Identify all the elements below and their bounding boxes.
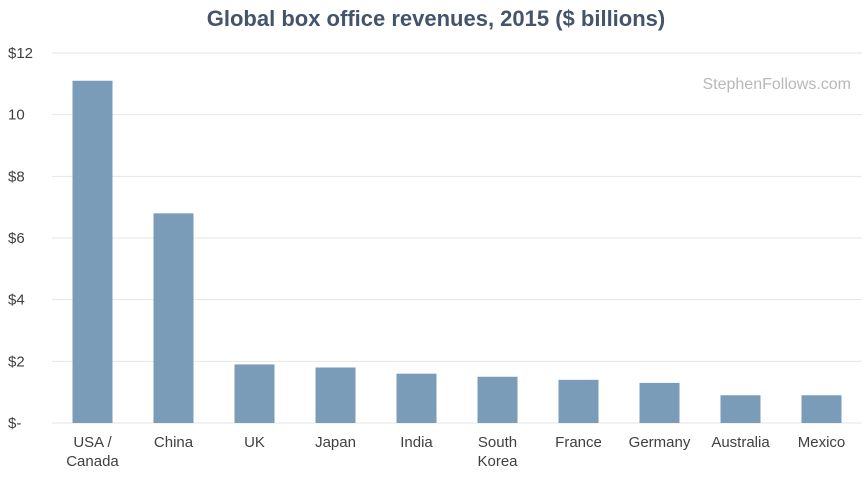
y-tick-label: $12 xyxy=(8,45,33,62)
bar xyxy=(720,395,761,423)
bar xyxy=(801,395,842,423)
y-tick-label: $2 xyxy=(8,353,25,370)
x-tick-label: Japan xyxy=(315,434,356,451)
x-tick-label: Mexico xyxy=(798,434,846,451)
x-tick-label: Australia xyxy=(711,434,770,451)
bar xyxy=(72,80,113,423)
bar xyxy=(396,373,437,423)
y-tick-label: 10 xyxy=(8,107,25,124)
x-tick-label: France xyxy=(555,434,602,451)
x-tick-label: South Korea xyxy=(477,434,518,470)
bar xyxy=(639,382,680,423)
y-tick-label: $6 xyxy=(8,230,25,247)
bar xyxy=(315,367,356,423)
y-tick-label: $- xyxy=(8,415,21,432)
x-tick-label: Germany xyxy=(629,434,691,451)
chart-title: Global box office revenues, 2015 ($ bill… xyxy=(207,6,665,31)
y-axis-ticks: $- $2 $4 $6 $8 10 $12 xyxy=(8,45,33,432)
bar xyxy=(153,213,194,423)
x-tick-label: UK xyxy=(244,434,265,451)
bar xyxy=(558,379,599,423)
y-tick-label: $4 xyxy=(8,292,25,309)
x-tick-label: China xyxy=(154,434,194,451)
bar xyxy=(477,376,518,423)
x-tick-label: USA / Canada xyxy=(66,434,119,470)
bar xyxy=(234,364,275,423)
bars xyxy=(72,80,842,423)
watermark-text: StephenFollows.com xyxy=(702,76,851,93)
x-tick-label: India xyxy=(400,434,433,451)
y-tick-label: $8 xyxy=(8,168,25,185)
x-axis-labels: USA / Canada China UK Japan India South Korea Fr… xyxy=(66,434,845,470)
